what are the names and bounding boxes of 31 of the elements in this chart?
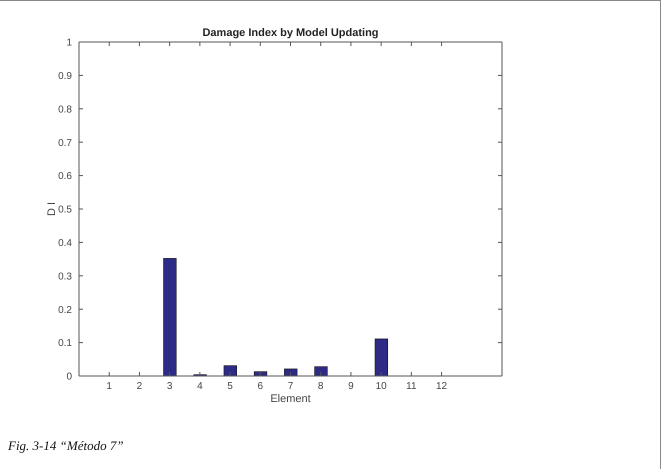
y-tick-label: 0.7	[58, 138, 72, 149]
bar	[374, 338, 388, 376]
x-tick-label: 10	[376, 381, 388, 392]
x-axis-title: Element	[270, 393, 311, 405]
bar	[163, 258, 177, 376]
y-tick-label: 0.5	[58, 204, 72, 216]
x-tick-label: 9	[348, 381, 354, 392]
y-tick-label: 0	[66, 372, 72, 383]
y-tick-label: 1	[66, 38, 72, 49]
y-tick-label: 0.1	[58, 338, 72, 350]
x-tick-label: 7	[288, 381, 294, 392]
x-tick-label: 5	[227, 381, 234, 392]
y-tick-label: 0.2	[58, 304, 72, 316]
bar	[284, 368, 298, 376]
y-tick-label: 0.9	[58, 70, 72, 82]
x-tick-label: 11	[406, 381, 417, 392]
x-tick-label: 8	[318, 381, 324, 392]
x-tick-label: 4	[197, 381, 204, 392]
chart-title: Damage Index by Model Updating	[202, 27, 379, 39]
x-tick-label: 12	[436, 381, 448, 392]
caption: Fig. 3-14 “Método 7”	[8, 438, 124, 453]
y-axis-title: D I	[46, 202, 58, 216]
y-tick-label: 0.6	[58, 171, 72, 182]
x-tick-label: 3	[166, 381, 173, 392]
x-tick-label: 1	[106, 381, 112, 392]
bar	[224, 365, 237, 376]
x-tick-label: 6	[258, 381, 264, 392]
x-tick-label: 2	[136, 381, 143, 392]
y-tick-label: 0.8	[58, 104, 72, 116]
y-tick-label: 0.3	[58, 271, 72, 282]
y-tick-label: 0.4	[58, 238, 72, 249]
